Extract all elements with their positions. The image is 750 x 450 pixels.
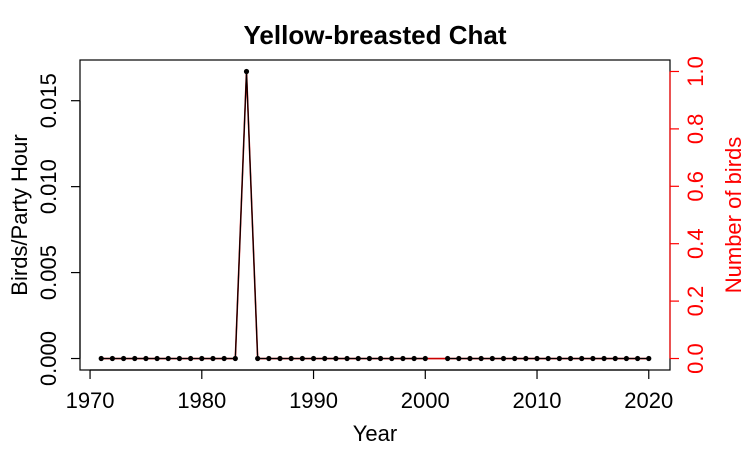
x-axis: 1970 1980 1990 2000 2010 2020 xyxy=(66,369,673,413)
data-point xyxy=(478,355,484,362)
data-point xyxy=(646,355,652,362)
data-point xyxy=(590,355,596,362)
data-point xyxy=(612,355,618,362)
data-point xyxy=(266,355,272,362)
y2-tick-label: 1.0 xyxy=(683,56,708,87)
data-point xyxy=(165,355,171,362)
data-point xyxy=(344,355,350,362)
data-point xyxy=(445,355,451,362)
data-point xyxy=(232,355,238,362)
x-axis-label: Year xyxy=(353,421,397,446)
x-tick-label: 2000 xyxy=(401,388,450,413)
data-point xyxy=(176,355,183,362)
data-point xyxy=(310,355,317,362)
y2-tick-label: 0.4 xyxy=(683,228,708,259)
y-tick-label: 0.010 xyxy=(36,159,61,214)
series-line-birds-per-party-hour xyxy=(101,71,426,360)
plot-frame xyxy=(79,59,671,371)
chart-title: Yellow-breasted Chat xyxy=(244,20,507,50)
data-point xyxy=(221,355,227,362)
y2-tick-label: 0.8 xyxy=(683,114,708,145)
y-tick-label: 0.000 xyxy=(36,331,61,386)
data-point xyxy=(154,355,160,362)
data-point xyxy=(389,355,395,362)
data-point xyxy=(143,355,149,362)
y-tick-label: 0.005 xyxy=(36,245,61,300)
data-point xyxy=(322,355,328,362)
data-point xyxy=(277,355,283,362)
data-point xyxy=(623,355,630,362)
data-point xyxy=(512,355,518,362)
y2-tick-label: 0.2 xyxy=(683,286,708,317)
data-point xyxy=(132,355,138,362)
data-point xyxy=(255,355,261,362)
y2-tick-label: 0.0 xyxy=(683,343,708,374)
data-point xyxy=(98,355,104,362)
data-point xyxy=(288,355,294,362)
x-tick-label: 1970 xyxy=(66,388,115,413)
data-point xyxy=(120,355,127,362)
data-point xyxy=(199,355,205,362)
x-tick-label: 1980 xyxy=(177,388,226,413)
data-point xyxy=(210,355,216,362)
data-point xyxy=(411,355,417,362)
data-point xyxy=(567,355,574,362)
data-point xyxy=(422,355,428,362)
series-birds-per-party-hour xyxy=(98,68,652,362)
data-point xyxy=(579,355,585,362)
y-tick-label: 0.015 xyxy=(36,73,61,128)
data-point xyxy=(634,355,641,362)
data-point xyxy=(188,355,194,362)
series-number-of-birds xyxy=(101,71,649,360)
data-point xyxy=(534,355,540,362)
data-point xyxy=(355,355,361,362)
y-axis-label: Birds/Party Hour xyxy=(7,134,32,295)
y2-axis-label: Number of birds xyxy=(721,137,746,294)
data-point xyxy=(556,355,562,362)
data-point xyxy=(366,355,373,362)
data-point xyxy=(500,355,507,362)
data-point xyxy=(400,355,406,362)
data-point xyxy=(456,355,462,362)
x-tick-label: 1990 xyxy=(289,388,338,413)
data-point xyxy=(467,355,473,362)
data-point xyxy=(601,355,607,362)
y2-tick-label: 0.6 xyxy=(683,171,708,202)
data-point xyxy=(523,355,529,362)
x-tick-label: 2010 xyxy=(513,388,562,413)
data-point xyxy=(299,355,305,362)
data-point xyxy=(109,355,116,362)
series-line-number-of-birds xyxy=(101,71,649,360)
data-point xyxy=(243,68,250,75)
y-axis-left: 0.000 0.005 0.010 0.015 xyxy=(36,73,81,386)
data-point xyxy=(545,355,551,362)
data-point xyxy=(489,355,495,362)
data-point xyxy=(333,355,339,362)
y-axis-right: 0.0 0.2 0.4 0.6 0.8 1.0 xyxy=(669,56,708,374)
data-point xyxy=(377,355,384,362)
x-tick-label: 2020 xyxy=(624,388,673,413)
